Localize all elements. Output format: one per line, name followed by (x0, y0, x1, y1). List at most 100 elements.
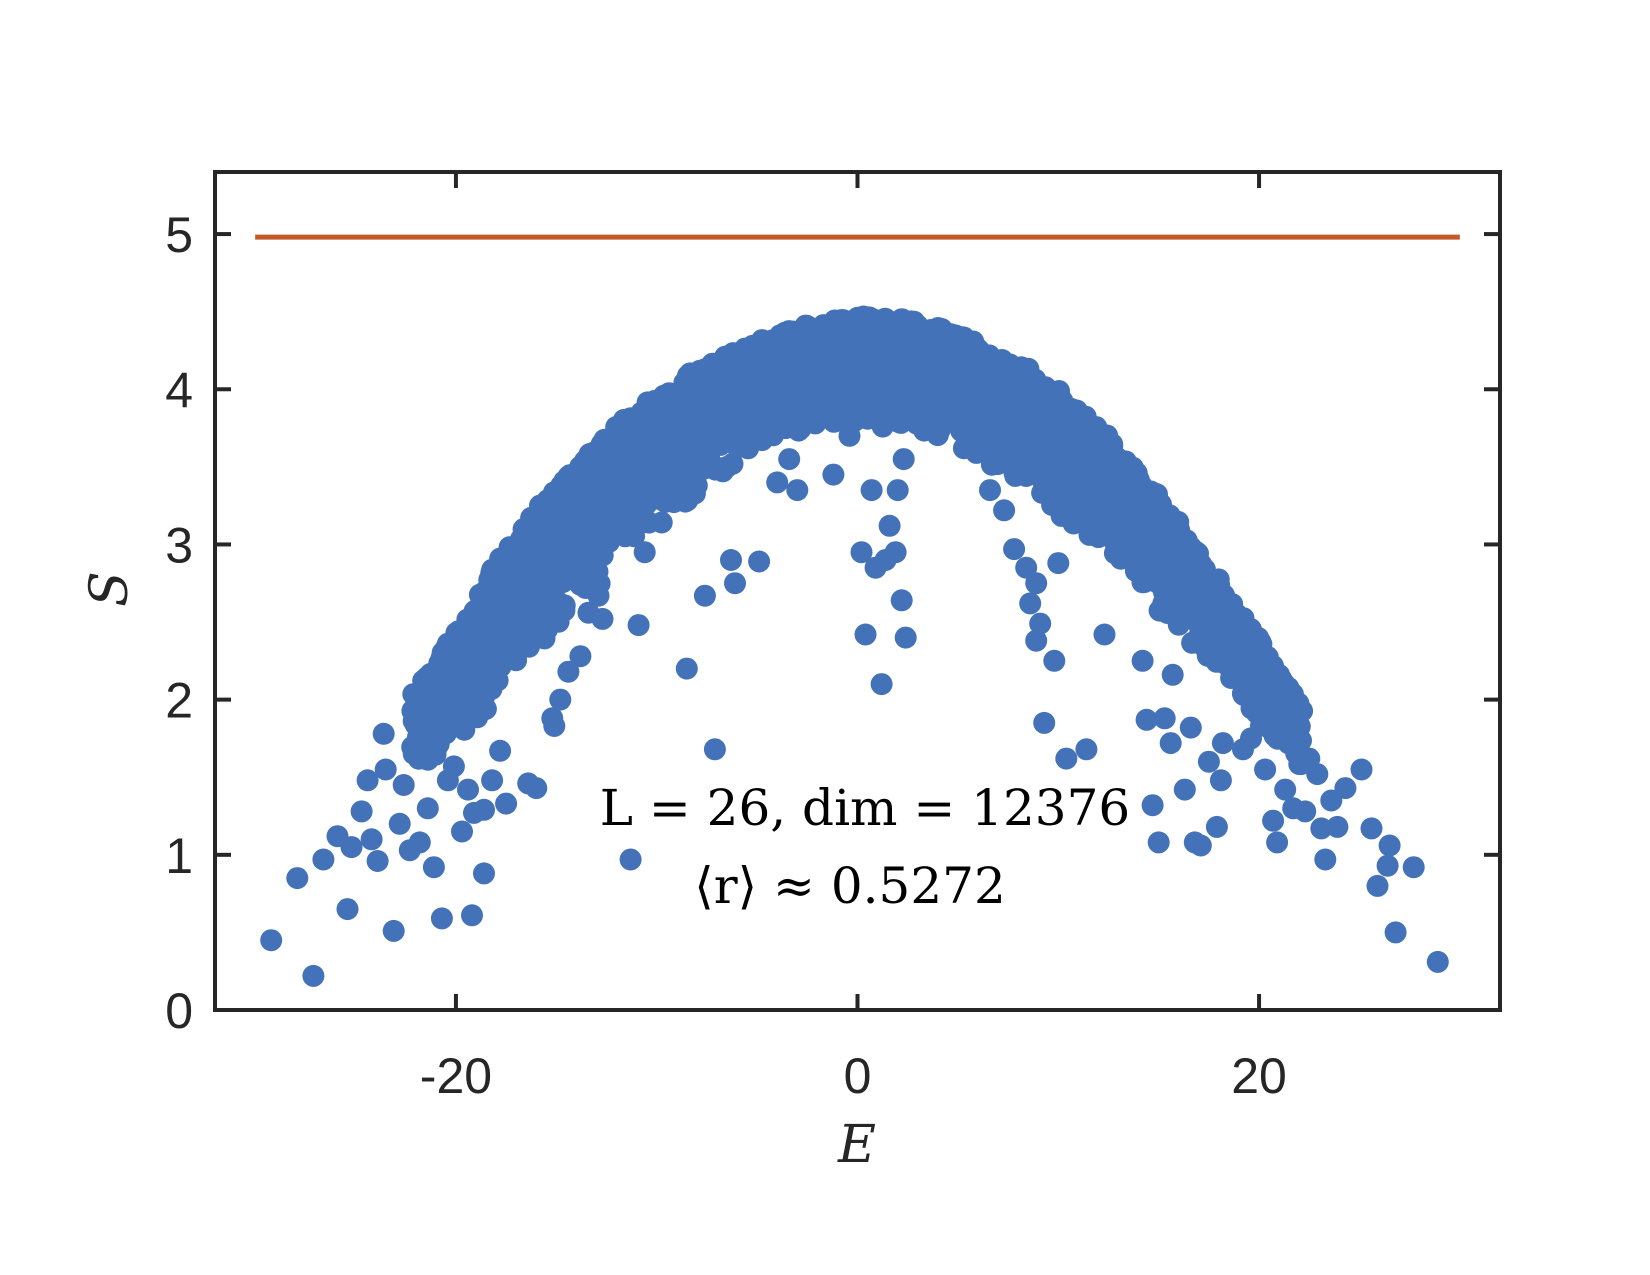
data-point-39 (549, 688, 572, 711)
data-point-120 (1360, 817, 1383, 840)
data-point-17 (402, 701, 425, 723)
data-point-22 (430, 654, 453, 677)
data-point-92 (1147, 831, 1170, 854)
data-point-54 (766, 471, 789, 494)
data-point-46 (627, 614, 650, 637)
data-point-107 (1262, 809, 1285, 832)
data-point-79 (1019, 592, 1042, 615)
annotation-mean-r: ⟨r⟩ ≈ 0.5272 (694, 857, 1006, 915)
data-point-85 (1047, 552, 1070, 575)
data-point-68 (886, 479, 909, 502)
data-point-47 (633, 541, 656, 564)
data-point-74 (952, 437, 975, 460)
data-point-90 (1135, 708, 1158, 731)
data-point-27 (457, 778, 479, 801)
data-point-48 (675, 657, 698, 680)
data-point-51 (720, 549, 742, 571)
data-point-102 (1209, 769, 1232, 792)
data-point-76 (993, 499, 1016, 522)
data-point-116 (1320, 789, 1343, 812)
data-point-111 (1294, 800, 1317, 823)
data-point-91 (1141, 794, 1164, 817)
data-point-7 (350, 800, 373, 823)
data-point-26 (451, 820, 473, 843)
data-point-87 (1075, 738, 1098, 761)
data-point-69 (890, 589, 913, 612)
band-point-1002 (721, 452, 744, 475)
data-point-44 (591, 607, 614, 630)
data-point-61 (854, 623, 877, 646)
data-point-82 (1029, 612, 1052, 635)
data-point-6 (340, 836, 363, 859)
data-point-103 (1211, 732, 1234, 755)
data-point-70 (892, 448, 915, 471)
data-point-106 (1254, 758, 1277, 781)
data-point-11 (372, 722, 395, 745)
band-point-2812 (1286, 702, 1309, 724)
data-point-32 (481, 769, 504, 792)
data-point-114 (1310, 817, 1333, 840)
data-point-49 (693, 584, 716, 607)
data-point-71 (894, 626, 917, 649)
data-point-123 (1378, 834, 1401, 857)
data-point-88 (1093, 623, 1116, 646)
band-point-2094 (1062, 512, 1085, 535)
data-point-50 (703, 738, 726, 761)
data-point-67 (884, 541, 907, 564)
data-point-34 (495, 792, 518, 815)
y-tick-label: 0 (165, 983, 193, 1039)
data-point-113 (1306, 763, 1329, 786)
data-point-9 (360, 828, 383, 851)
data-point-73 (928, 378, 951, 401)
data-point-30 (473, 798, 495, 821)
data-point-53 (748, 550, 771, 573)
data-point-64 (870, 673, 893, 696)
data-point-2 (302, 964, 325, 987)
band-point-598 (586, 560, 609, 583)
data-point-105 (1240, 727, 1262, 750)
data-point-57 (804, 412, 827, 435)
data-point-0 (260, 929, 283, 952)
data-point-80 (1025, 572, 1048, 595)
data-point-83 (1033, 711, 1056, 734)
band-point-486 (553, 594, 576, 617)
data-point-21 (424, 738, 447, 761)
data-point-121 (1366, 874, 1389, 897)
y-tick-label: 2 (165, 673, 193, 729)
data-point-12 (374, 758, 397, 781)
y-tick-label: 3 (165, 517, 193, 573)
data-point-59 (838, 424, 861, 447)
data-point-108 (1266, 831, 1289, 854)
data-points (260, 305, 1449, 987)
data-point-75 (979, 479, 1001, 502)
data-point-20 (422, 856, 445, 879)
data-point-8 (356, 769, 379, 792)
data-point-60 (850, 541, 873, 564)
data-point-25 (442, 755, 465, 778)
x-axis-label: E (837, 1115, 876, 1175)
x-tick-label: 0 (844, 1048, 872, 1104)
data-point-89 (1131, 649, 1154, 672)
data-point-55 (778, 448, 801, 471)
x-tick-label: 20 (1231, 1048, 1287, 1104)
data-point-45 (619, 848, 642, 871)
data-point-1 (286, 867, 309, 890)
data-point-19 (416, 797, 439, 820)
y-tick-label: 1 (165, 828, 193, 884)
y-axis-label: S (80, 571, 140, 607)
x-tick-label: -20 (420, 1048, 492, 1104)
data-point-118 (1334, 777, 1357, 800)
band-point-786 (650, 511, 673, 534)
data-point-97 (1179, 716, 1202, 739)
data-point-13 (382, 919, 405, 942)
data-point-23 (430, 907, 453, 930)
data-point-56 (786, 479, 809, 502)
data-point-62 (860, 479, 883, 502)
data-point-52 (724, 572, 746, 595)
data-point-101 (1205, 815, 1228, 838)
data-point-117 (1326, 815, 1349, 838)
data-point-31 (473, 862, 495, 885)
data-point-5 (336, 898, 359, 921)
